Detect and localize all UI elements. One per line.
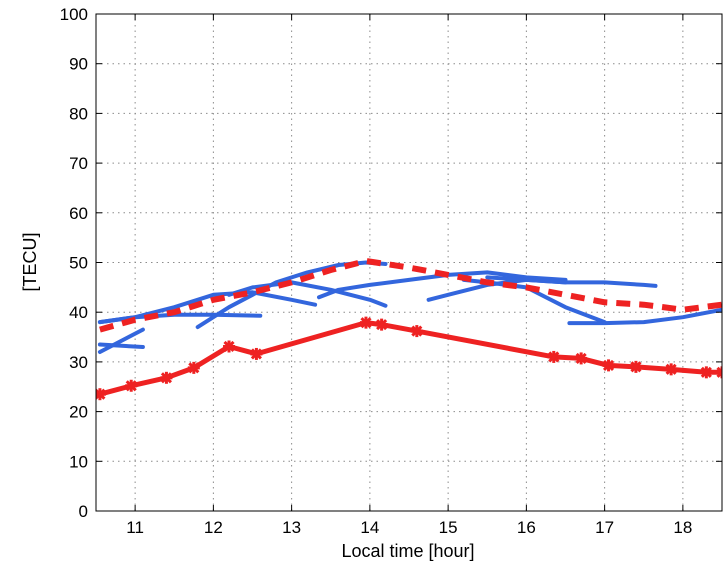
series-marker xyxy=(665,363,678,376)
x-tick-label: 12 xyxy=(204,518,223,537)
series-line-8 xyxy=(317,270,568,300)
series-marker xyxy=(187,361,200,374)
series-line-7 xyxy=(227,280,388,308)
series-line-6 xyxy=(195,260,388,330)
x-tick-label: 14 xyxy=(360,518,379,537)
series-marker xyxy=(359,316,372,329)
series-line-12 xyxy=(567,307,722,326)
series-line-5 xyxy=(97,290,318,325)
y-tick-label: 30 xyxy=(69,353,88,372)
y-tick-label: 60 xyxy=(69,204,88,223)
series-marker xyxy=(375,318,388,331)
x-tick-label: 16 xyxy=(517,518,536,537)
series-marker xyxy=(547,350,560,363)
series-marker xyxy=(700,366,713,379)
x-axis-label: Local time [hour] xyxy=(341,541,474,561)
series-line-2 xyxy=(97,342,145,349)
series-line-3 xyxy=(97,327,145,354)
series-marker xyxy=(575,352,588,365)
series-layer xyxy=(96,258,722,401)
x-tick-label: 11 xyxy=(126,518,144,537)
series-line-0 xyxy=(99,320,722,397)
y-tick-label: 20 xyxy=(69,403,88,422)
series-line-1 xyxy=(99,258,722,333)
y-tick-label: 40 xyxy=(69,303,88,322)
series-marker xyxy=(96,388,106,401)
series-group xyxy=(96,258,722,401)
series-marker xyxy=(125,379,138,392)
series-marker xyxy=(410,325,423,338)
y-tick-label: 70 xyxy=(69,154,88,173)
y-axis-label: [TECU] xyxy=(20,232,40,291)
series-marker xyxy=(250,347,263,360)
x-tick-label: 17 xyxy=(595,518,614,537)
y-tick-label: 100 xyxy=(60,5,88,24)
series-marker xyxy=(160,371,173,384)
x-tick-label: 18 xyxy=(673,518,692,537)
y-tick-label: 0 xyxy=(79,502,88,521)
y-tick-label: 80 xyxy=(69,104,88,123)
y-tick-label: 90 xyxy=(69,55,88,74)
y-tick-label: 10 xyxy=(69,452,88,471)
series-marker xyxy=(716,366,722,379)
series-marker xyxy=(602,359,615,372)
plot-frame xyxy=(95,13,723,512)
grid-lines xyxy=(96,13,722,512)
x-tick-label: 15 xyxy=(439,518,458,537)
x-tick-label: 13 xyxy=(282,518,301,537)
series-marker xyxy=(223,340,236,353)
series-marker xyxy=(629,360,642,373)
axis-ticks: 11 12 13 14 15 16 17 18 0 10 20 30 40 50 60 70 80 90 100 xyxy=(60,5,722,537)
series-line-10 xyxy=(485,275,658,288)
y-tick-label: 50 xyxy=(69,254,88,273)
